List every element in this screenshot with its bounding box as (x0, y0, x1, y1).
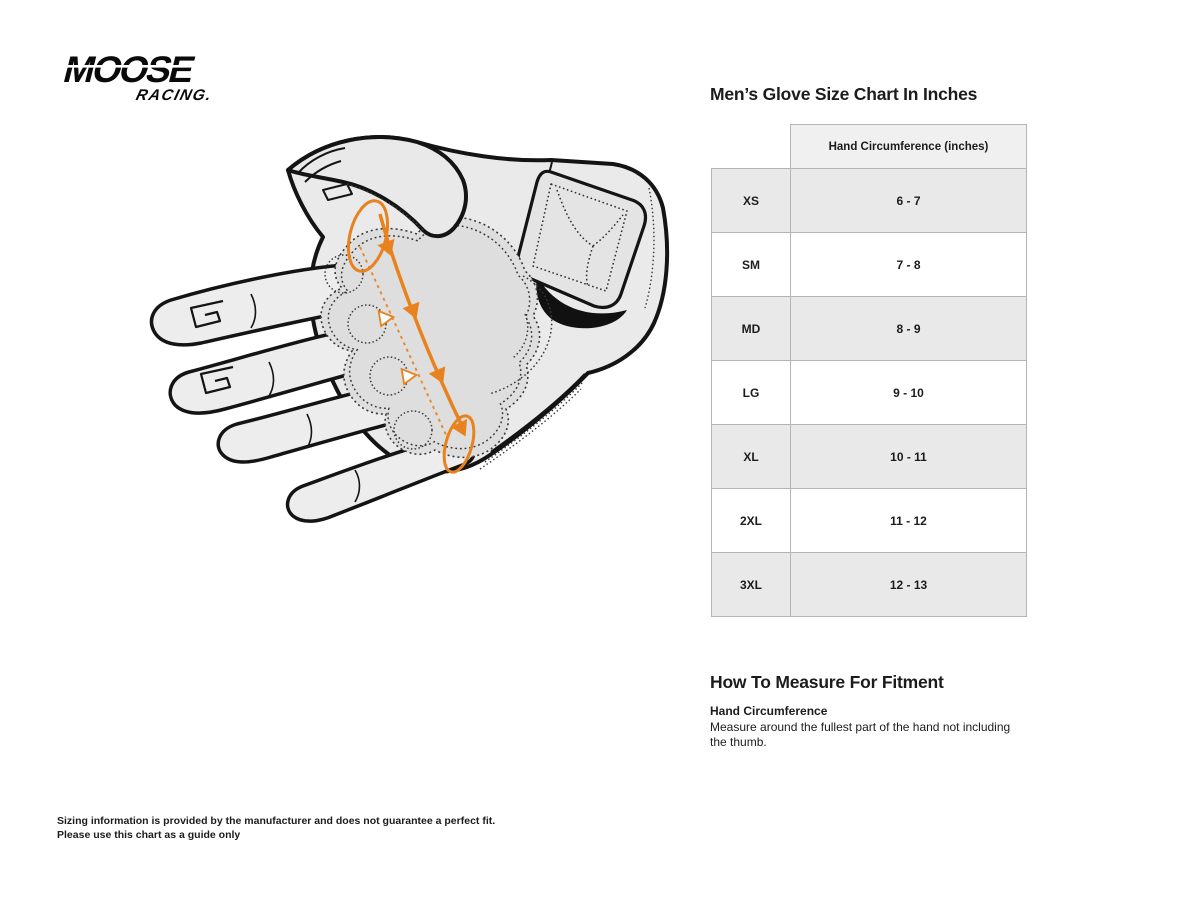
cuff-hem-line (490, 373, 586, 453)
measure-arrow-icon (377, 238, 395, 257)
how-to-measure-title: How To Measure For Fitment (710, 672, 944, 692)
disclaimer-line: Sizing information is provided by the ma… (57, 815, 496, 827)
sizing-disclaimer: Sizing information is provided by the ma… (57, 814, 495, 842)
measure-arrow-icon (428, 366, 446, 384)
size-label: SM (711, 232, 791, 297)
size-range: 7 - 8 (790, 232, 1027, 297)
size-label: LG (711, 360, 791, 425)
size-label: 2XL (711, 488, 791, 553)
padding-circle (393, 410, 433, 450)
size-range: 11 - 12 (790, 488, 1027, 553)
table-header-row: Hand Circumference (inches) (711, 124, 1027, 169)
how-to-measure-section: How To Measure For Fitment Hand Circumfe… (710, 672, 1030, 750)
thumb-base-stitch (346, 183, 424, 231)
logo-text-racing: RACING. (134, 87, 214, 104)
table-row: XS 6 - 7 (711, 168, 1027, 233)
thumb-fold-line (304, 160, 342, 183)
table-row: SM 7 - 8 (711, 232, 1027, 297)
strap-stitch (556, 189, 624, 288)
table-row: XL 10 - 11 (711, 424, 1027, 489)
size-label: 3XL (711, 552, 791, 617)
size-range: 6 - 7 (790, 168, 1027, 233)
finger-logo-glyph (199, 365, 234, 395)
table-row: MD 8 - 9 (711, 296, 1027, 361)
cuff-side-stitch (644, 187, 655, 309)
table-row: 3XL 12 - 13 (711, 552, 1027, 617)
glove-measurement-diagram (149, 135, 670, 523)
table-corner-cell (711, 124, 791, 169)
tape-loop-bottom (442, 414, 476, 474)
finger-crease (268, 361, 275, 397)
logo-wordmark: MOOSE RACING. (60, 49, 220, 104)
tape-hidden-arrow-icon (377, 309, 396, 328)
padding-circle (347, 304, 387, 344)
size-label: XS (711, 168, 791, 233)
size-range: 9 - 10 (790, 360, 1027, 425)
size-range: 12 - 13 (790, 552, 1027, 617)
size-label: MD (711, 296, 791, 361)
size-range: 8 - 9 (790, 296, 1027, 361)
measurement-instructions: Measure around the fullest part of the h… (710, 720, 1011, 749)
measure-arrow-icon (450, 419, 468, 437)
tape-loop-top (346, 199, 390, 273)
measure-arrow-icon (402, 301, 420, 320)
finger-crease (354, 469, 361, 503)
logo-stencil-cut (67, 65, 220, 68)
thumb-panel-glyph (322, 183, 353, 201)
thumb-fold-line (297, 147, 346, 174)
measuring-tape (346, 199, 476, 474)
logo-text-moose: MOOSE (60, 49, 199, 90)
table-row: LG 9 - 10 (711, 360, 1027, 425)
wrist-strap (516, 169, 648, 310)
finger-logo-glyph (189, 299, 224, 329)
padding-circle (324, 254, 364, 294)
table-row: 2XL 11 - 12 (711, 488, 1027, 553)
size-label: XL (711, 424, 791, 489)
size-chart-table: Hand Circumference (inches) XS 6 - 7 SM … (711, 124, 1027, 617)
tape-hidden-arrow-icon (400, 367, 419, 386)
moose-racing-logo: MOOSE RACING. (60, 49, 220, 104)
glove-thumb (286, 135, 468, 239)
hand-circumference-subtitle: Hand Circumference (710, 704, 828, 718)
finger-crease (306, 413, 313, 449)
disclaimer-line: Please use this chart as a guide only (57, 829, 241, 842)
cuff-opening-shadow (536, 276, 627, 329)
size-chart-title: Men’s Glove Size Chart In Inches (710, 84, 978, 104)
size-range: 10 - 11 (790, 424, 1027, 489)
column-header-hand-circumference: Hand Circumference (inches) (790, 124, 1027, 169)
finger-crease (250, 293, 257, 329)
